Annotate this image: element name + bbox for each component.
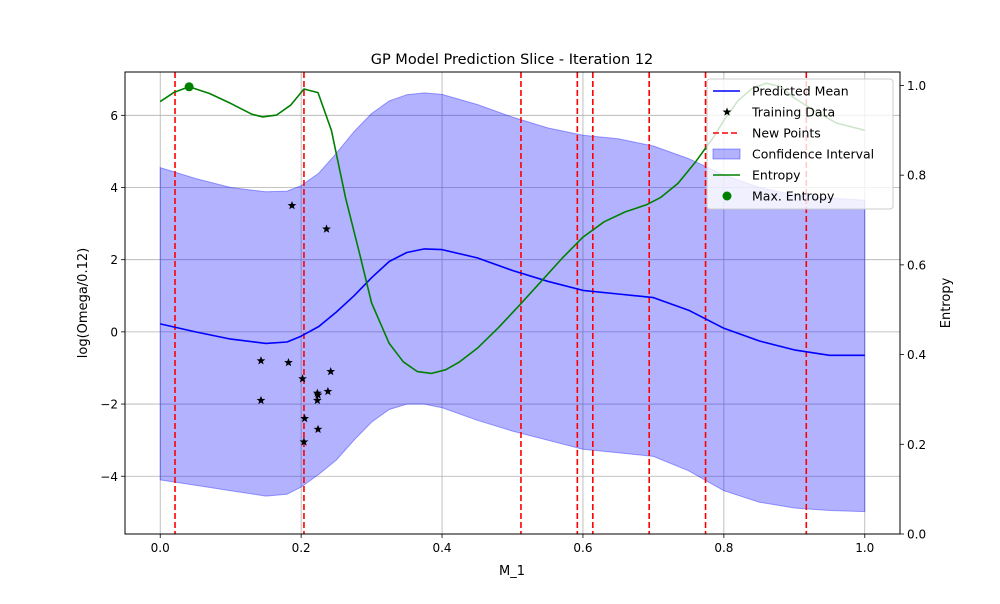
legend-band-swatch [712,148,741,160]
legend-dot-swatch [722,191,732,201]
y2-tick-label: 0.2 [907,438,926,452]
predicted-mean-line [160,248,865,357]
y-tick-label: 2 [110,253,118,267]
training-data-point [287,200,297,210]
y2-tick-label: 0.0 [907,528,926,542]
legend-entry: New Points [713,126,821,141]
x-axis-label: M_1 [499,564,525,579]
training-data-point [312,395,322,405]
training-data-point [313,424,323,434]
y2-tick-label: 0.6 [907,258,926,272]
legend: Predicted Mean Training Data New Points Con… [706,78,894,210]
legend-box [706,78,894,210]
x-tick-label: 0.8 [714,541,733,555]
x-tick-label: 0.0 [151,541,170,555]
y2-tick-label: 1.0 [907,79,926,93]
legend-label: New Points [752,126,821,141]
training-data-point [298,374,307,383]
plot-frame [124,71,901,535]
x-tick-label: 0.6 [573,541,592,555]
legend-entry: Max. Entropy [722,189,835,204]
training-data-point [326,366,336,376]
markers-layer [184,82,336,446]
training-data-point [256,356,266,365]
x-tick-label: 0.2 [292,541,311,555]
legend-entry: Confidence Interval [712,147,874,162]
confidence-band-layer [159,92,866,513]
legend-label: Confidence Interval [752,147,874,162]
x-tick-label: 0.4 [432,541,451,555]
confidence-interval-band [159,92,866,513]
legend-label: Training Data [751,105,835,120]
training-data-point [284,357,293,367]
legend-entry: Entropy [713,168,801,183]
legend-label: Predicted Mean [752,84,849,99]
training-data-point [300,413,310,423]
training-data-point [299,437,309,446]
training-data-point [256,395,266,405]
y-tick-label: −4 [100,470,118,484]
legend-star-swatch [722,107,732,116]
y-tick-label: 0 [110,325,118,339]
y2-axis-label: Entropy [939,277,954,328]
legend-label: Max. Entropy [752,189,835,204]
y-axis-label: log(Omega/0.12) [76,248,91,358]
y-tick-label: 6 [110,109,118,123]
max-entropy-point [184,82,194,92]
legend-label: Entropy [752,168,801,183]
y2-tick-label: 0.8 [907,169,926,183]
training-data-point [322,224,331,233]
chart-title: GP Model Prediction Slice - Iteration 12 [371,52,654,68]
legend-entries: Predicted Mean Training Data New Points Con… [712,84,874,204]
y2-tick-label: 0.4 [907,348,926,362]
y-tick-label: −2 [100,398,118,412]
x-tick-label: 1.0 [855,541,874,555]
legend-entry: Training Data [722,105,835,120]
training-data-point [313,390,323,399]
training-data-point [323,386,333,396]
ticks-layer: 0.0 0.2 0.4 0.6 0.8 1.0 −4 −2 0 2 4 6 0.0 0.2 0.4 0.6 0.… [100,79,926,555]
y-tick-label: 4 [110,181,118,195]
legend-entry: Predicted Mean [713,84,849,99]
